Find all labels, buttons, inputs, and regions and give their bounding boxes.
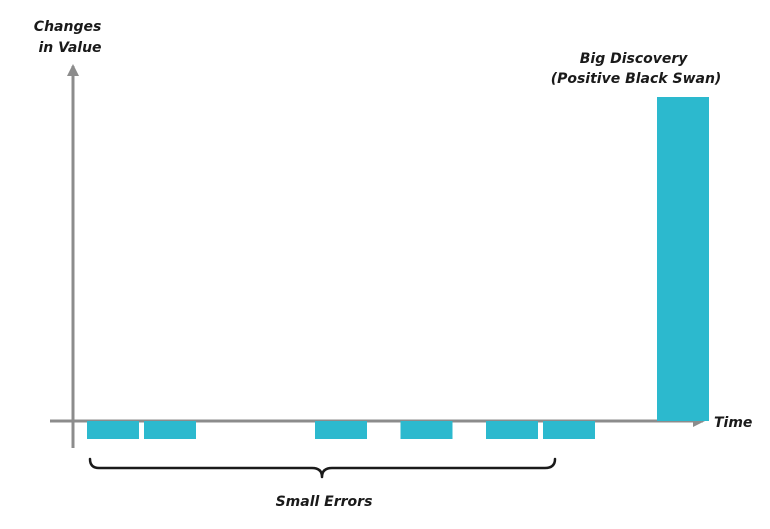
small-error-bar-1 — [87, 421, 139, 439]
y-axis-label-line-2: in Value — [38, 40, 101, 56]
big-discovery-line-2: (Positive Black Swan) — [551, 71, 722, 87]
small-errors-brace — [88, 457, 557, 479]
small-error-bar-6 — [543, 421, 595, 439]
big-discovery-line-1: Big Discovery — [580, 51, 689, 67]
x-axis-label: Time — [714, 415, 752, 431]
y-axis-label-line-1: Changes — [34, 19, 102, 35]
small-error-bar-5 — [486, 421, 538, 439]
big-discovery-bar — [657, 97, 709, 421]
small-errors-annotation: Small Errors — [276, 494, 373, 510]
y-axis-label: Changes in Value — [34, 19, 106, 56]
bars — [87, 97, 709, 439]
small-error-bar-4 — [400, 421, 453, 439]
small-error-bar-3 — [315, 421, 367, 439]
big-discovery-annotation: Big Discovery (Positive Black Swan) — [551, 51, 722, 87]
small-error-bar-2 — [144, 421, 196, 439]
